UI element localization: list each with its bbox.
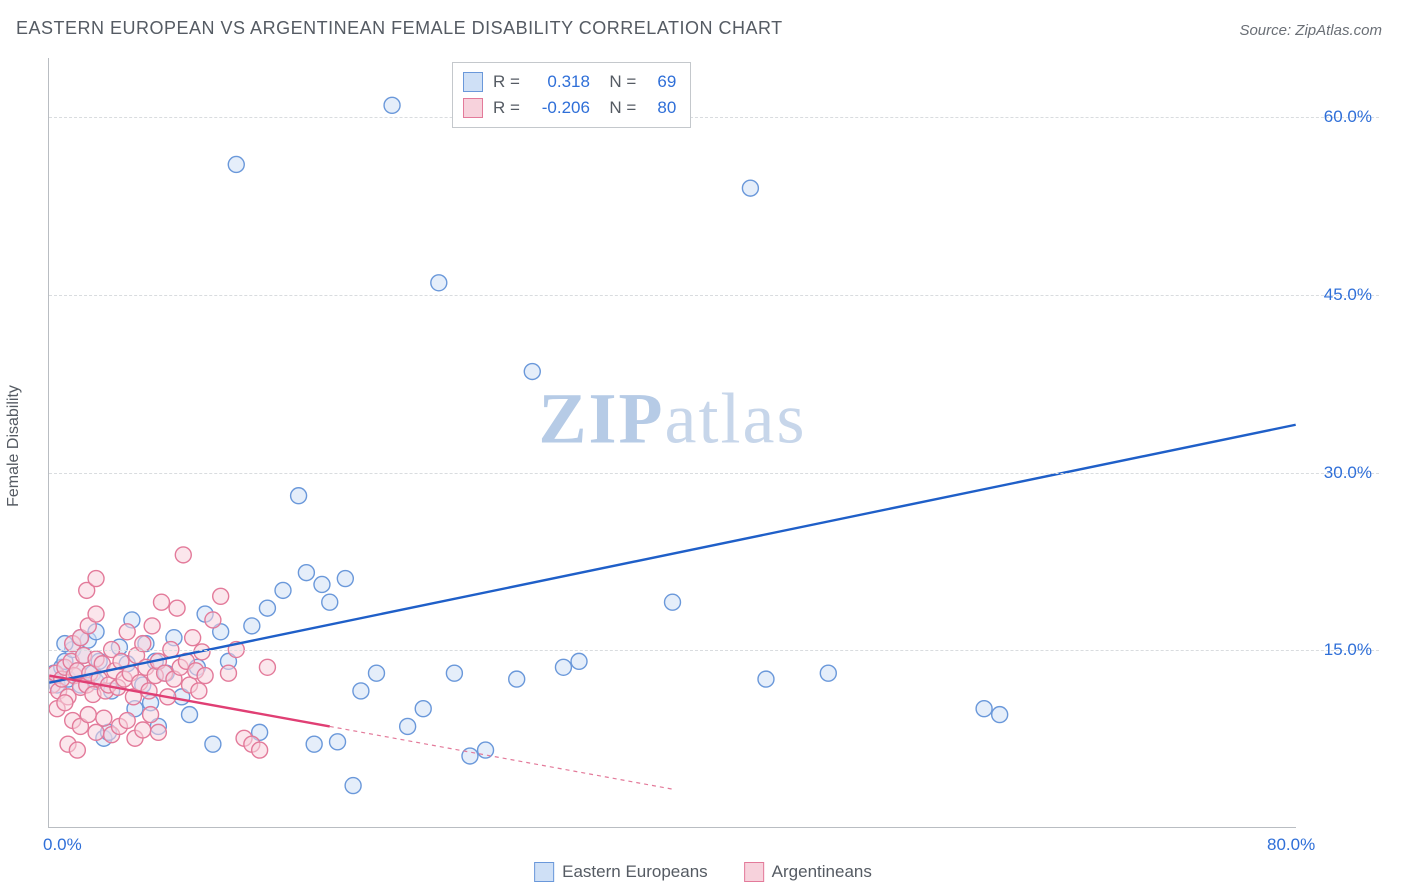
scatter-point — [175, 547, 191, 563]
stats-row-series-0: R = 0.318 N = 69 — [463, 69, 676, 95]
scatter-point — [976, 701, 992, 717]
scatter-point — [330, 734, 346, 750]
scatter-point — [119, 624, 135, 640]
scatter-point — [478, 742, 494, 758]
gridline — [49, 117, 1379, 118]
correlation-stats-legend: R = 0.318 N = 69 R = -0.206 N = 80 — [452, 62, 691, 128]
scatter-point — [509, 671, 525, 687]
r-label: R = — [493, 95, 520, 121]
scatter-point — [322, 594, 338, 610]
ytick-label: 15.0% — [1324, 640, 1372, 660]
n-label: N = — [600, 69, 636, 95]
scatter-point — [220, 665, 236, 681]
legend-item-0: Eastern Europeans — [534, 862, 708, 882]
scatter-point — [368, 665, 384, 681]
r-label: R = — [493, 69, 520, 95]
r-value-0: 0.318 — [530, 69, 590, 95]
scatter-point — [820, 665, 836, 681]
ytick-label: 60.0% — [1324, 107, 1372, 127]
scatter-point — [244, 618, 260, 634]
swatch-pink — [463, 98, 483, 118]
gridline — [49, 473, 1379, 474]
scatter-point — [228, 156, 244, 172]
scatter-point — [205, 612, 221, 628]
scatter-point — [742, 180, 758, 196]
scatter-point — [259, 600, 275, 616]
scatter-point — [80, 707, 96, 723]
scatter-point — [415, 701, 431, 717]
scatter-point — [298, 565, 314, 581]
scatter-point — [345, 778, 361, 794]
scatter-point — [135, 636, 151, 652]
scatter-point — [306, 736, 322, 752]
scatter-point — [252, 742, 268, 758]
scatter-point — [446, 665, 462, 681]
scatter-point — [431, 275, 447, 291]
scatter-point — [259, 659, 275, 675]
scatter-point — [384, 97, 400, 113]
scatter-point — [150, 724, 166, 740]
scatter-point — [571, 653, 587, 669]
scatter-point — [144, 618, 160, 634]
xtick-label: 80.0% — [1267, 835, 1315, 855]
scatter-point — [353, 683, 369, 699]
source-attribution: Source: ZipAtlas.com — [1239, 22, 1382, 39]
scatter-point — [665, 594, 681, 610]
swatch-pink — [744, 862, 764, 882]
legend-label-1: Argentineans — [772, 862, 872, 882]
ytick-label: 45.0% — [1324, 285, 1372, 305]
chart-title: EASTERN EUROPEAN VS ARGENTINEAN FEMALE D… — [16, 18, 783, 39]
scatter-point — [88, 724, 104, 740]
swatch-blue — [463, 72, 483, 92]
scatter-point — [182, 707, 198, 723]
xtick-label: 0.0% — [43, 835, 82, 855]
n-label: N = — [600, 95, 636, 121]
n-value-1: 80 — [646, 95, 676, 121]
scatter-point — [143, 707, 159, 723]
scatter-point — [141, 683, 157, 699]
chart-area: ZIPatlas 15.0%30.0%45.0%60.0%0.0%80.0% — [48, 58, 1296, 828]
ytick-label: 30.0% — [1324, 463, 1372, 483]
scatter-point — [119, 713, 135, 729]
scatter-point — [88, 606, 104, 622]
legend-item-1: Argentineans — [744, 862, 872, 882]
scatter-point — [153, 594, 169, 610]
scatter-point — [135, 722, 151, 738]
scatter-point — [337, 571, 353, 587]
scatter-point — [555, 659, 571, 675]
scatter-point — [992, 707, 1008, 723]
scatter-point — [96, 710, 112, 726]
legend-label-0: Eastern Europeans — [562, 862, 708, 882]
scatter-point — [88, 571, 104, 587]
scatter-point — [758, 671, 774, 687]
regression-line-pink-dashed — [330, 726, 673, 789]
n-value-0: 69 — [646, 69, 676, 95]
scatter-point — [185, 630, 201, 646]
swatch-blue — [534, 862, 554, 882]
scatter-point — [291, 488, 307, 504]
scatter-point — [57, 695, 73, 711]
scatter-point — [400, 718, 416, 734]
scatter-point — [275, 582, 291, 598]
scatter-point — [213, 588, 229, 604]
series-legend: Eastern Europeans Argentineans — [534, 862, 872, 882]
scatter-point — [191, 683, 207, 699]
scatter-point — [69, 742, 85, 758]
scatter-point — [462, 748, 478, 764]
scatter-point — [169, 600, 185, 616]
stats-row-series-1: R = -0.206 N = 80 — [463, 95, 676, 121]
gridline — [49, 295, 1379, 296]
scatter-plot — [49, 58, 1296, 827]
r-value-1: -0.206 — [530, 95, 590, 121]
scatter-point — [197, 668, 213, 684]
scatter-point — [314, 576, 330, 592]
scatter-point — [524, 364, 540, 380]
regression-line-blue — [49, 425, 1295, 683]
gridline — [49, 650, 1379, 651]
scatter-point — [205, 736, 221, 752]
y-axis-label: Female Disability — [5, 385, 23, 507]
